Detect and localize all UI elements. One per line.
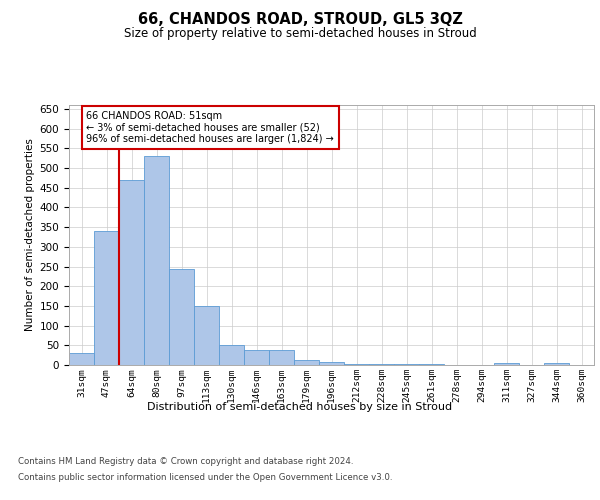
Bar xyxy=(119,180,144,365)
Bar xyxy=(344,364,369,365)
Text: Distribution of semi-detached houses by size in Stroud: Distribution of semi-detached houses by … xyxy=(148,402,452,412)
Text: Contains public sector information licensed under the Open Government Licence v3: Contains public sector information licen… xyxy=(18,472,392,482)
Bar xyxy=(319,362,344,365)
Bar xyxy=(169,270,194,365)
Bar xyxy=(219,346,244,365)
Bar xyxy=(394,364,419,365)
Text: Size of property relative to semi-detached houses in Stroud: Size of property relative to semi-detach… xyxy=(124,28,476,40)
Bar xyxy=(544,363,569,365)
Text: 66, CHANDOS ROAD, STROUD, GL5 3QZ: 66, CHANDOS ROAD, STROUD, GL5 3QZ xyxy=(137,12,463,28)
Bar xyxy=(194,306,219,365)
Bar xyxy=(244,350,269,365)
Y-axis label: Number of semi-detached properties: Number of semi-detached properties xyxy=(25,138,35,332)
Text: 66 CHANDOS ROAD: 51sqm
← 3% of semi-detached houses are smaller (52)
96% of semi: 66 CHANDOS ROAD: 51sqm ← 3% of semi-deta… xyxy=(86,111,334,144)
Bar xyxy=(494,363,519,365)
Bar xyxy=(144,156,169,365)
Bar xyxy=(269,350,294,365)
Bar xyxy=(94,231,119,365)
Text: Contains HM Land Registry data © Crown copyright and database right 2024.: Contains HM Land Registry data © Crown c… xyxy=(18,458,353,466)
Bar xyxy=(294,360,319,365)
Bar xyxy=(419,364,444,365)
Bar xyxy=(69,353,94,365)
Bar xyxy=(369,364,394,365)
